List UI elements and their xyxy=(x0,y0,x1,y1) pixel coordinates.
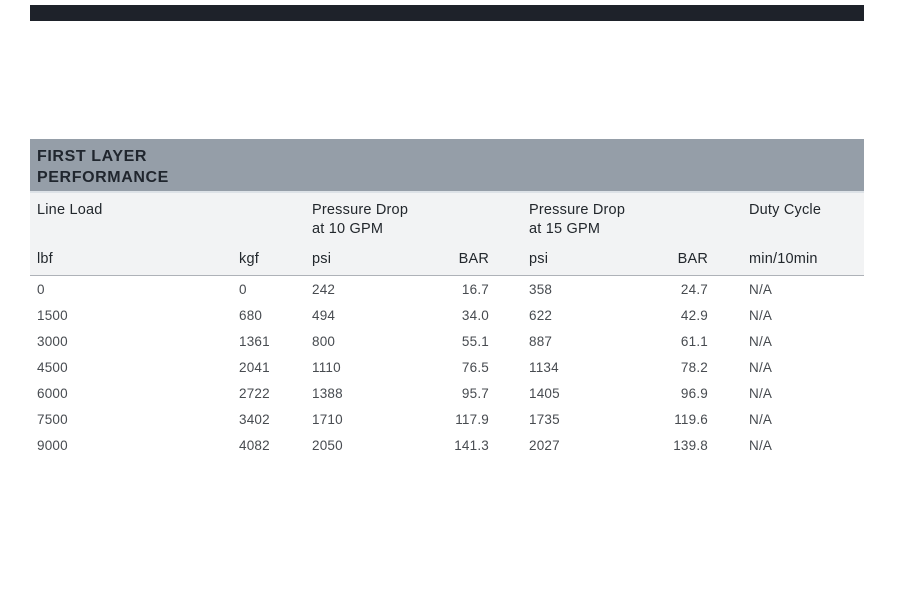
table-cell: N/A xyxy=(708,328,864,354)
table-cell: 7500 xyxy=(30,406,237,432)
col-group-pressure-drop-15gpm: Pressure Drop at 15 GPM xyxy=(489,193,708,249)
table-cell: 4082 xyxy=(237,432,312,458)
table-cell: 3000 xyxy=(30,328,237,354)
performance-table-panel: FIRST LAYER PERFORMANCE Line Load xyxy=(30,139,864,458)
unit-bar-10gpm: BAR xyxy=(420,249,489,276)
table-cell: 24.7 xyxy=(637,275,708,302)
column-group-header-row: Line Load Pressure Drop at 10 GPM Pressu… xyxy=(30,193,864,249)
table-cell: 117.9 xyxy=(420,406,489,432)
col-group-label: Pressure Drop xyxy=(312,202,409,218)
table-cell: N/A xyxy=(708,354,864,380)
table-cell: 1405 xyxy=(489,380,637,406)
table-title: FIRST LAYER PERFORMANCE xyxy=(30,139,864,191)
table-cell: 1710 xyxy=(312,406,420,432)
performance-table: Line Load Pressure Drop at 10 GPM Pressu… xyxy=(30,193,864,458)
table-cell: N/A xyxy=(708,275,864,302)
table-body: 0 0 242 16.7 358 24.7 N/A 1500 680 494 34.0 622 42.9… xyxy=(30,275,864,458)
table-cell: 78.2 xyxy=(637,354,708,380)
table-row: 1500 680 494 34.0 622 42.9 N/A xyxy=(30,302,864,328)
table-cell: 95.7 xyxy=(420,380,489,406)
table-cell: N/A xyxy=(708,432,864,458)
unit-psi-15gpm: psi xyxy=(489,249,637,276)
table-cell: 1361 xyxy=(237,328,312,354)
table-cell: 3402 xyxy=(237,406,312,432)
table-cell: 1134 xyxy=(489,354,637,380)
table-cell: 2050 xyxy=(312,432,420,458)
col-group-pressure-drop-10gpm: Pressure Drop at 10 GPM xyxy=(312,193,489,249)
table-cell: 119.6 xyxy=(637,406,708,432)
top-accent-bar xyxy=(30,5,864,21)
col-group-label: Pressure Drop xyxy=(529,202,626,218)
table-row: 6000 2722 1388 95.7 1405 96.9 N/A xyxy=(30,380,864,406)
table-row: 3000 1361 800 55.1 887 61.1 N/A xyxy=(30,328,864,354)
table-cell: 622 xyxy=(489,302,637,328)
title-divider xyxy=(30,191,864,193)
table-title-line2: PERFORMANCE xyxy=(37,169,169,186)
table-cell: 34.0 xyxy=(420,302,489,328)
table-cell: 494 xyxy=(312,302,420,328)
table-cell: 42.9 xyxy=(637,302,708,328)
unit-lbf: lbf xyxy=(30,249,237,276)
table-cell: 800 xyxy=(312,328,420,354)
unit-min-10min: min/10min xyxy=(708,249,864,276)
table-cell: 76.5 xyxy=(420,354,489,380)
table-cell: 139.8 xyxy=(637,432,708,458)
col-group-label: at 15 GPM xyxy=(529,221,601,237)
table-cell: 0 xyxy=(237,275,312,302)
unit-bar-15gpm: BAR xyxy=(637,249,708,276)
table-cell: 9000 xyxy=(30,432,237,458)
table-cell: N/A xyxy=(708,302,864,328)
table-cell: 2027 xyxy=(489,432,637,458)
table-cell: 6000 xyxy=(30,380,237,406)
table-cell: 1388 xyxy=(312,380,420,406)
table-cell: 680 xyxy=(237,302,312,328)
col-group-label: Line Load xyxy=(37,202,103,218)
table-cell: N/A xyxy=(708,406,864,432)
table-cell: 2722 xyxy=(237,380,312,406)
table-cell: 0 xyxy=(30,275,237,302)
table-cell: 887 xyxy=(489,328,637,354)
unit-kgf: kgf xyxy=(237,249,312,276)
table-cell: 61.1 xyxy=(637,328,708,354)
table-cell: N/A xyxy=(708,380,864,406)
table-cell: 358 xyxy=(489,275,637,302)
col-group-label: at 10 GPM xyxy=(312,221,384,237)
col-group-line-load: Line Load xyxy=(30,193,312,249)
table-cell: 242 xyxy=(312,275,420,302)
col-group-label: Duty Cycle xyxy=(749,202,822,218)
table-row: 7500 3402 1710 117.9 1735 119.6 N/A xyxy=(30,406,864,432)
table-cell: 141.3 xyxy=(420,432,489,458)
units-header-row: lbf kgf psi BAR psi BAR min/10min xyxy=(30,249,864,276)
table-cell: 1735 xyxy=(489,406,637,432)
table-title-line1: FIRST LAYER xyxy=(37,148,148,165)
table-cell: 55.1 xyxy=(420,328,489,354)
table-cell: 96.9 xyxy=(637,380,708,406)
table-cell: 1110 xyxy=(312,354,420,380)
table-cell: 2041 xyxy=(237,354,312,380)
unit-psi-10gpm: psi xyxy=(312,249,420,276)
table-row: 0 0 242 16.7 358 24.7 N/A xyxy=(30,275,864,302)
table-row: 4500 2041 1110 76.5 1134 78.2 N/A xyxy=(30,354,864,380)
table-cell: 16.7 xyxy=(420,275,489,302)
table-cell: 1500 xyxy=(30,302,237,328)
table-row: 9000 4082 2050 141.3 2027 139.8 N/A xyxy=(30,432,864,458)
col-group-duty-cycle: Duty Cycle xyxy=(708,193,864,249)
table-cell: 4500 xyxy=(30,354,237,380)
